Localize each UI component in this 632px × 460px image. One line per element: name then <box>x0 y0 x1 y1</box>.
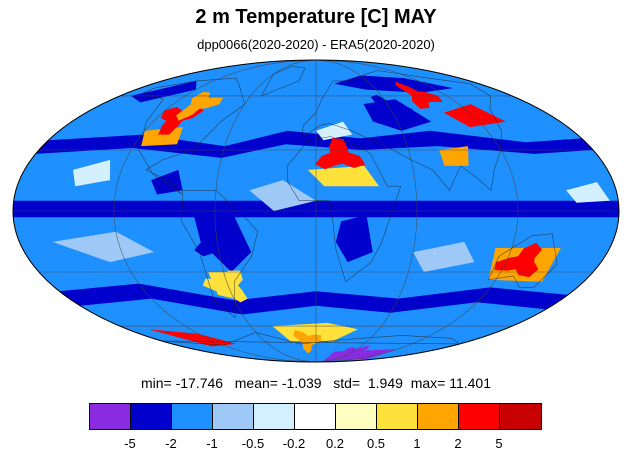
colorbar-swatch <box>377 404 418 429</box>
colorbar-tick-label: 0.5 <box>366 436 386 451</box>
colorbar-swatch <box>90 404 131 429</box>
stat-max-label: max= <box>410 375 446 391</box>
map-coastline <box>162 332 461 346</box>
stat-min-label: min= <box>140 375 172 391</box>
stat-std-value: 1.949 <box>367 375 403 391</box>
map-region-australia-hot <box>494 242 542 278</box>
map-texture-patch <box>249 180 316 211</box>
map-texture-patch <box>566 182 610 203</box>
stat-max-value: 11.401 <box>449 375 491 391</box>
colorbar-swatch <box>295 404 336 429</box>
map-coastline <box>286 136 402 283</box>
map-texture-patch <box>59 283 568 315</box>
map-region-siberia-hot <box>395 81 443 109</box>
stat-min-value: -17.746 <box>175 375 224 391</box>
map-texture-patch <box>73 159 111 187</box>
map-region-central-asia-cold <box>370 94 413 124</box>
colorbar-tick-label: 2 <box>454 436 462 451</box>
map-texture-patch <box>52 231 154 263</box>
map-texture-patch <box>323 349 398 361</box>
map-coastline <box>260 65 306 97</box>
map-region-north-africa-hot <box>315 138 366 170</box>
stat-std-label: std= <box>333 375 361 391</box>
map-texture-patch <box>335 215 373 263</box>
colorbar-ticks: -5 -2 -1 -0.5 -0.2 0.2 0.5 1 2 5 <box>89 436 541 454</box>
colorbar-swatch <box>172 404 213 429</box>
map-texture-patch <box>151 169 183 195</box>
map-coastline <box>138 77 246 195</box>
stat-mean-label: mean= <box>234 375 278 391</box>
map-region-east-antarctic-warm <box>293 330 321 354</box>
map-subtitle: dpp0066(2020-2020) - ERA5(2020-2020) <box>197 37 435 52</box>
stat-mean-value: -1.039 <box>281 375 322 391</box>
stats-line: min= -17.746 mean= -1.039 std= 1.949 max… <box>0 375 632 391</box>
colorbar-swatch <box>459 404 500 429</box>
map-region-south-america-cold <box>194 222 245 257</box>
colorbar-tick-label: 1 <box>413 436 421 451</box>
colorbar-tick-label: -2 <box>165 436 177 451</box>
colorbar-tick-label: -1 <box>206 436 218 451</box>
map-texture-patch <box>334 75 453 93</box>
colorbar-swatch <box>336 404 377 429</box>
map-texture-patch <box>439 146 469 166</box>
map-texture-patch <box>307 165 380 187</box>
map-texture-patch <box>130 80 197 103</box>
colorbar-tick-label: 5 <box>495 436 503 451</box>
colorbar <box>89 403 542 430</box>
colorbar-tick-label: -5 <box>124 436 136 451</box>
colorbar-tick-label: 0.2 <box>325 436 345 451</box>
map-texture-patch <box>141 127 183 147</box>
map-texture-patch <box>35 130 594 158</box>
map-region-canada-hot <box>176 91 223 121</box>
colorbar-tick-label: -0.5 <box>241 436 265 451</box>
colorbar-swatch <box>213 404 254 429</box>
map-texture-patch <box>148 329 237 347</box>
colorbar-swatch <box>254 404 295 429</box>
colorbar-tick-label: -0.2 <box>282 436 306 451</box>
map-title: 2 m Temperature [C] MAY <box>195 6 437 28</box>
colorbar-swatch <box>418 404 459 429</box>
colorbar-swatch <box>131 404 172 429</box>
map-region-antarctic-cold <box>323 345 370 362</box>
map-texture-patch <box>272 322 358 342</box>
map-texture-patch <box>443 104 506 128</box>
map-texture-patch <box>316 121 353 141</box>
colorbar-swatch <box>500 404 541 429</box>
map-texture-patch <box>413 241 475 272</box>
map-outline <box>12 59 620 363</box>
